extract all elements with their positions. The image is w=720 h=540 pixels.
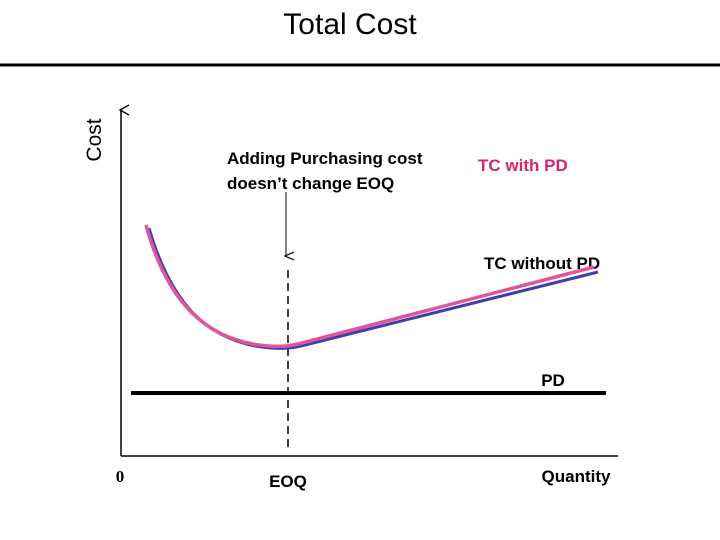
- slide-title: Total Cost: [283, 8, 417, 41]
- origin-label: 0: [116, 467, 125, 486]
- annotation-line-1: Adding Purchasing cost: [227, 149, 423, 168]
- y-axis-label: Cost: [83, 118, 106, 161]
- tc-with-pd-curve: [144, 224, 595, 349]
- x-axis-label: Quantity: [542, 467, 611, 486]
- pd-label: PD: [541, 371, 565, 390]
- tc-with-pd-label: TC with PD: [478, 156, 568, 175]
- annotation-line-2: doesn’t change EOQ: [227, 174, 394, 193]
- tc-without-pd-label: TC without PD: [484, 254, 600, 273]
- eoq-label: EOQ: [269, 472, 307, 491]
